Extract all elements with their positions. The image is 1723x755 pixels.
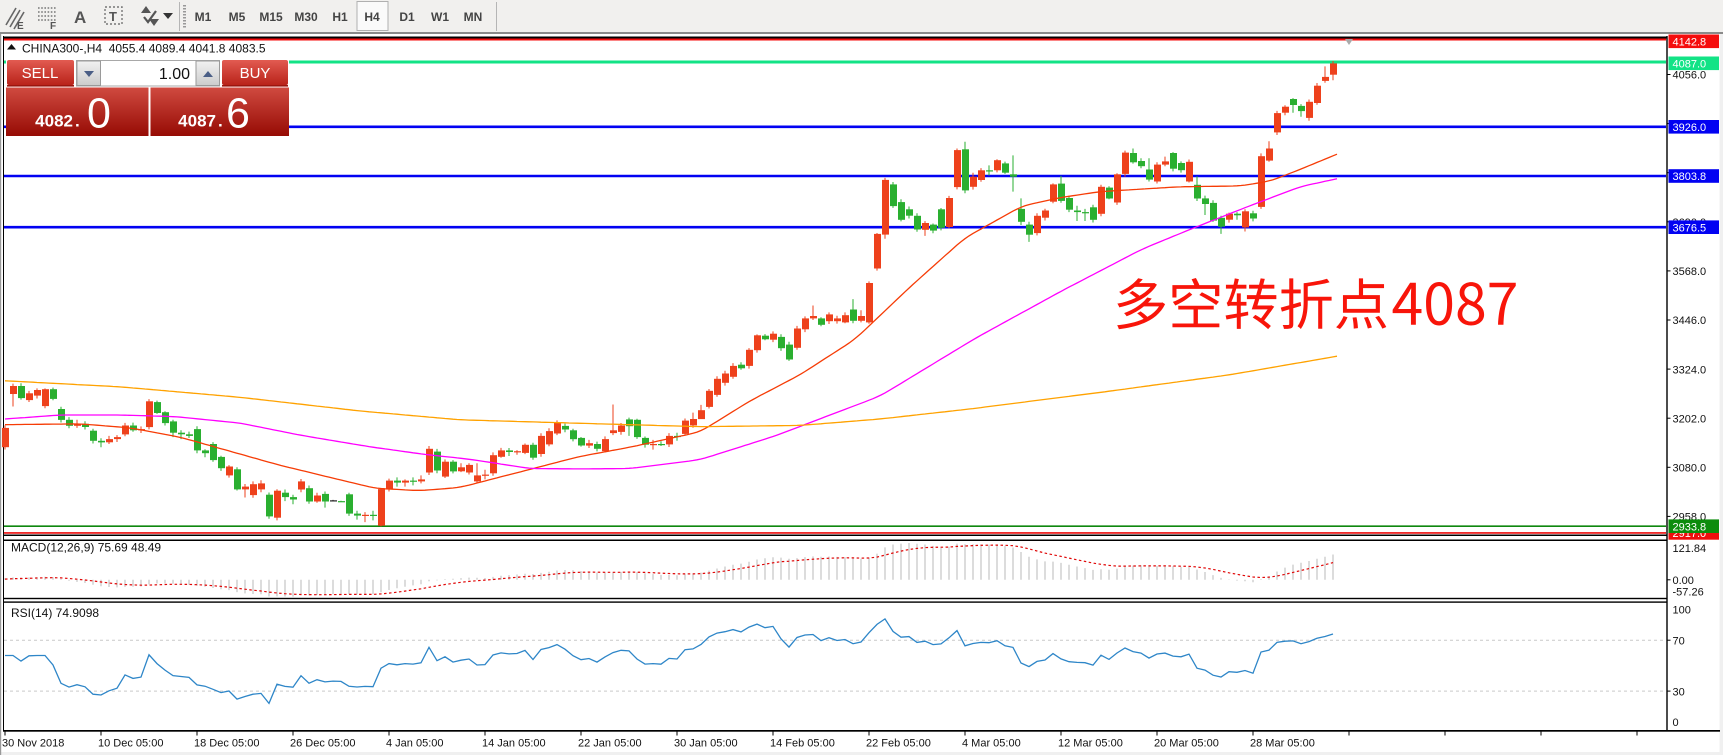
svg-text:4087.0: 4087.0 (1673, 59, 1707, 71)
svg-text:4082: 4082 (35, 112, 73, 131)
svg-text:3568.0: 3568.0 (1673, 266, 1707, 278)
svg-text:4056.0: 4056.0 (1673, 70, 1707, 82)
svg-text:18 Dec 05:00: 18 Dec 05:00 (194, 738, 259, 750)
svg-text:BUY: BUY (240, 65, 271, 82)
svg-text:RSI(14) 74.9098: RSI(14) 74.9098 (11, 606, 99, 620)
svg-text:4 Mar 05:00: 4 Mar 05:00 (962, 738, 1021, 750)
svg-text:3926.0: 3926.0 (1673, 122, 1707, 134)
svg-text:MN: MN (464, 10, 483, 24)
svg-text:70: 70 (1673, 635, 1685, 647)
svg-text:MACD(12,26,9) 75.69 48.49: MACD(12,26,9) 75.69 48.49 (11, 541, 161, 555)
svg-text:T: T (109, 9, 117, 24)
svg-text:4087: 4087 (178, 112, 216, 131)
svg-text:M30: M30 (294, 10, 318, 24)
svg-text:22 Jan 05:00: 22 Jan 05:00 (578, 738, 642, 750)
svg-text:121.84: 121.84 (1673, 543, 1707, 555)
svg-text:F: F (50, 21, 56, 32)
svg-text:4142.8: 4142.8 (1673, 37, 1707, 49)
svg-text:28 Mar 05:00: 28 Mar 05:00 (1250, 738, 1315, 750)
svg-text:W1: W1 (431, 10, 449, 24)
svg-text:3080.0: 3080.0 (1673, 463, 1707, 475)
svg-text:SELL: SELL (22, 65, 59, 82)
svg-text:H1: H1 (332, 10, 348, 24)
svg-text:3202.0: 3202.0 (1673, 413, 1707, 425)
svg-text:M1: M1 (195, 10, 212, 24)
svg-text:26 Dec 05:00: 26 Dec 05:00 (290, 738, 355, 750)
svg-text:CHINA300-,H4 4055.4 4089.4 40: CHINA300-,H4 4055.4 4089.4 4041.8 4083.5 (22, 42, 266, 56)
svg-text:2933.8: 2933.8 (1673, 521, 1707, 533)
svg-text:20 Mar 05:00: 20 Mar 05:00 (1154, 738, 1219, 750)
svg-text:22 Feb 05:00: 22 Feb 05:00 (866, 738, 931, 750)
svg-text:30: 30 (1673, 686, 1685, 698)
svg-text:12 Mar 05:00: 12 Mar 05:00 (1058, 738, 1123, 750)
svg-text:1.00: 1.00 (159, 66, 190, 83)
svg-text:14 Feb 05:00: 14 Feb 05:00 (770, 738, 835, 750)
svg-text:4 Jan 05:00: 4 Jan 05:00 (386, 738, 444, 750)
svg-text:3803.8: 3803.8 (1673, 171, 1707, 183)
svg-text:0: 0 (1673, 717, 1679, 729)
svg-text:.: . (218, 112, 223, 131)
svg-text:M15: M15 (259, 10, 283, 24)
svg-text:-57.26: -57.26 (1673, 587, 1704, 599)
svg-text:0: 0 (87, 90, 111, 138)
svg-text:.: . (75, 112, 80, 131)
svg-text:3676.5: 3676.5 (1673, 222, 1707, 234)
svg-text:100: 100 (1673, 605, 1691, 617)
svg-text:3446.0: 3446.0 (1673, 315, 1707, 327)
svg-text:D1: D1 (399, 10, 415, 24)
svg-text:3324.0: 3324.0 (1673, 364, 1707, 376)
svg-text:30 Jan 05:00: 30 Jan 05:00 (674, 738, 738, 750)
svg-text:30 Nov 2018: 30 Nov 2018 (2, 738, 64, 750)
svg-text:A: A (74, 8, 86, 27)
svg-text:M5: M5 (229, 10, 246, 24)
svg-text:6: 6 (226, 90, 250, 138)
svg-text:10 Dec 05:00: 10 Dec 05:00 (98, 738, 163, 750)
svg-text:H4: H4 (364, 10, 380, 24)
svg-text:0.00: 0.00 (1673, 575, 1694, 587)
svg-text:E: E (17, 21, 24, 32)
svg-text:14 Jan 05:00: 14 Jan 05:00 (482, 738, 546, 750)
